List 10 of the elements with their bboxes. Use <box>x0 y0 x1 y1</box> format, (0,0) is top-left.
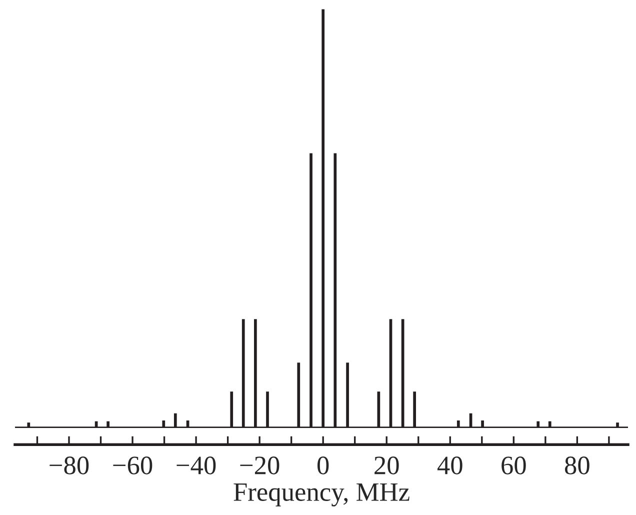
x-tick-label: −40 <box>176 456 216 474</box>
x-tick-label: 80 <box>564 456 590 474</box>
x-tick-label: −80 <box>50 456 89 474</box>
x-tick-label: −60 <box>113 456 152 474</box>
x-tick-label: 20 <box>374 456 399 474</box>
x-tick-label: 60 <box>502 456 526 474</box>
x-axis-title: Frequency, MHz <box>234 483 410 506</box>
x-tick-label: 40 <box>437 456 462 474</box>
x-tick-label: −20 <box>240 456 280 474</box>
x-tick-label: 0 <box>317 456 329 474</box>
